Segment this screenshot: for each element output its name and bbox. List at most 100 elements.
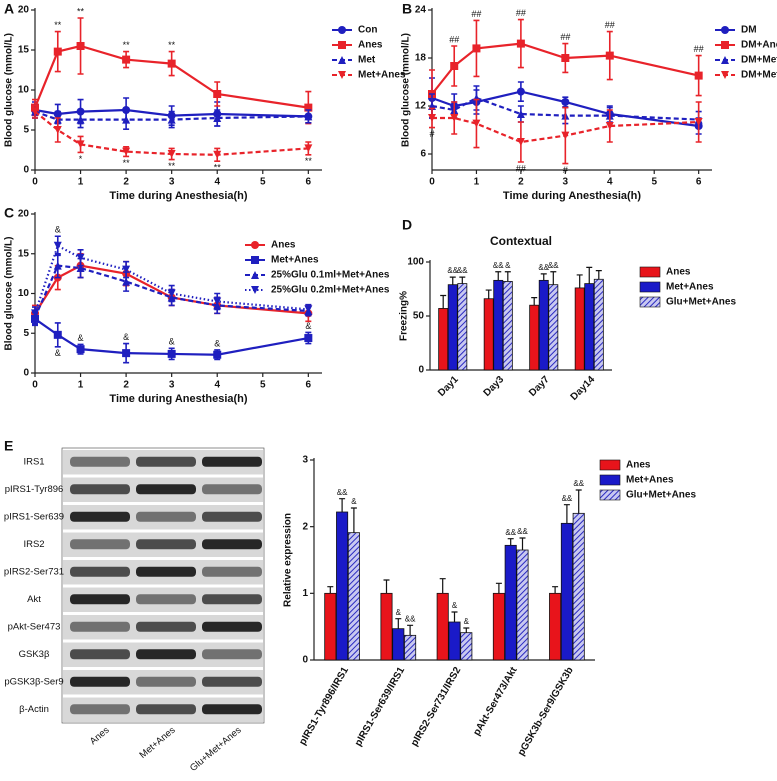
x-tick-label: 5 [260, 380, 266, 391]
data-point [694, 118, 703, 126]
blot-band [136, 676, 196, 687]
data-point [213, 150, 222, 159]
significance-label: && [538, 263, 549, 272]
bar [549, 592, 562, 661]
significance-label: && [405, 614, 416, 623]
blot-band [136, 539, 196, 550]
data-point [516, 39, 525, 48]
x-axis-label: Time during Anesthesia(h) [503, 190, 641, 202]
blot-row-label: β-Actin [19, 704, 49, 715]
x-tick-label: 6 [306, 380, 312, 391]
data-point [167, 289, 176, 298]
y-tick-label: 0 [302, 655, 308, 666]
legend-marker [251, 286, 259, 294]
bar [447, 284, 458, 371]
error-bar [563, 504, 570, 524]
data-point [605, 122, 614, 130]
data-point [167, 59, 176, 68]
blot-band [202, 594, 262, 605]
blot-band [70, 621, 130, 632]
bar [516, 549, 529, 661]
significance-label: & [305, 321, 311, 331]
y-tick-label: 0 [418, 365, 424, 376]
bar [404, 634, 417, 661]
error-bar [350, 507, 357, 533]
x-tick-label: Day1 [436, 374, 461, 399]
x-tick-label: 1 [78, 380, 84, 391]
error-bar [575, 489, 582, 514]
data-point [213, 297, 222, 306]
significance-label: && [337, 488, 348, 497]
legend-marker [338, 71, 346, 79]
x-tick-label: 0 [429, 177, 435, 188]
significance-label: ## [516, 8, 526, 18]
data-point [53, 241, 62, 250]
error-bar [459, 276, 466, 284]
significance-label: ** [305, 156, 313, 166]
x-axis-label: Time during Anesthesia(h) [109, 190, 247, 202]
legend-swatch [639, 281, 661, 293]
bar [560, 522, 573, 661]
x-tick-label: 2 [123, 380, 129, 391]
legend-marker [721, 56, 729, 64]
chart-title: Contextual [490, 234, 552, 248]
x-tick-label: pAkt-Ser473/Akt [471, 665, 519, 738]
bar [392, 628, 405, 661]
error-bar [439, 578, 446, 594]
blot-band [70, 594, 130, 605]
legend-label: 25%Glu 0.2ml+Met+Anes [271, 285, 390, 296]
y-tick-label: 12 [415, 101, 427, 112]
y-axis-label: Blood glucose (mmol/L) [4, 237, 15, 351]
data-point [516, 87, 525, 96]
data-point [53, 47, 62, 56]
blot-band [202, 566, 262, 577]
y-tick-label: 50 [413, 311, 425, 322]
blot-lane-label: Anes [88, 725, 112, 748]
significance-label: ** [54, 20, 62, 30]
legend-marker [338, 26, 346, 34]
significance-label: ** [214, 163, 222, 173]
x-tick-label: Day14 [569, 374, 598, 403]
significance-label: & [505, 261, 511, 270]
blot-row-label: Akt [27, 594, 41, 605]
data-point [694, 71, 703, 80]
significance-label: ## [471, 9, 481, 19]
significance-label: & [55, 348, 61, 358]
y-tick-label: 3 [302, 455, 308, 466]
data-point [122, 115, 131, 124]
data-point [304, 334, 313, 343]
legend-marker [721, 26, 729, 34]
bar [548, 284, 559, 371]
legend-label: Con [358, 25, 377, 36]
error-bar [550, 271, 557, 285]
x-tick-label: 5 [260, 177, 266, 188]
blot-band [70, 676, 130, 687]
blot-band [202, 704, 262, 715]
significance-label: ## [605, 20, 615, 30]
x-tick-label: 3 [169, 177, 175, 188]
data-point [561, 98, 570, 106]
y-tick-label: 20 [18, 209, 30, 220]
bar [492, 592, 505, 661]
data-point [31, 107, 39, 116]
blot-lane-label: Met+Anes [137, 725, 177, 761]
error-bar [495, 582, 502, 594]
blot-band [136, 484, 196, 495]
error-bar [576, 274, 583, 288]
data-point [76, 253, 85, 262]
significance-label: & [452, 601, 458, 610]
bar [504, 544, 517, 661]
legend-label: Anes [666, 267, 691, 278]
significance-label: ** [168, 40, 176, 50]
legend-label: Met+Anes [271, 255, 319, 266]
blot-band [70, 539, 130, 550]
blot-band [136, 566, 196, 577]
significance-label: ** [123, 158, 131, 168]
legend-marker [251, 271, 259, 279]
legend-marker [338, 41, 346, 49]
bar [584, 283, 595, 371]
y-tick-label: 15 [18, 248, 30, 259]
blot-row-label: pIRS2-Ser731 [4, 566, 64, 577]
y-axis-label: Relative expression [283, 513, 294, 607]
